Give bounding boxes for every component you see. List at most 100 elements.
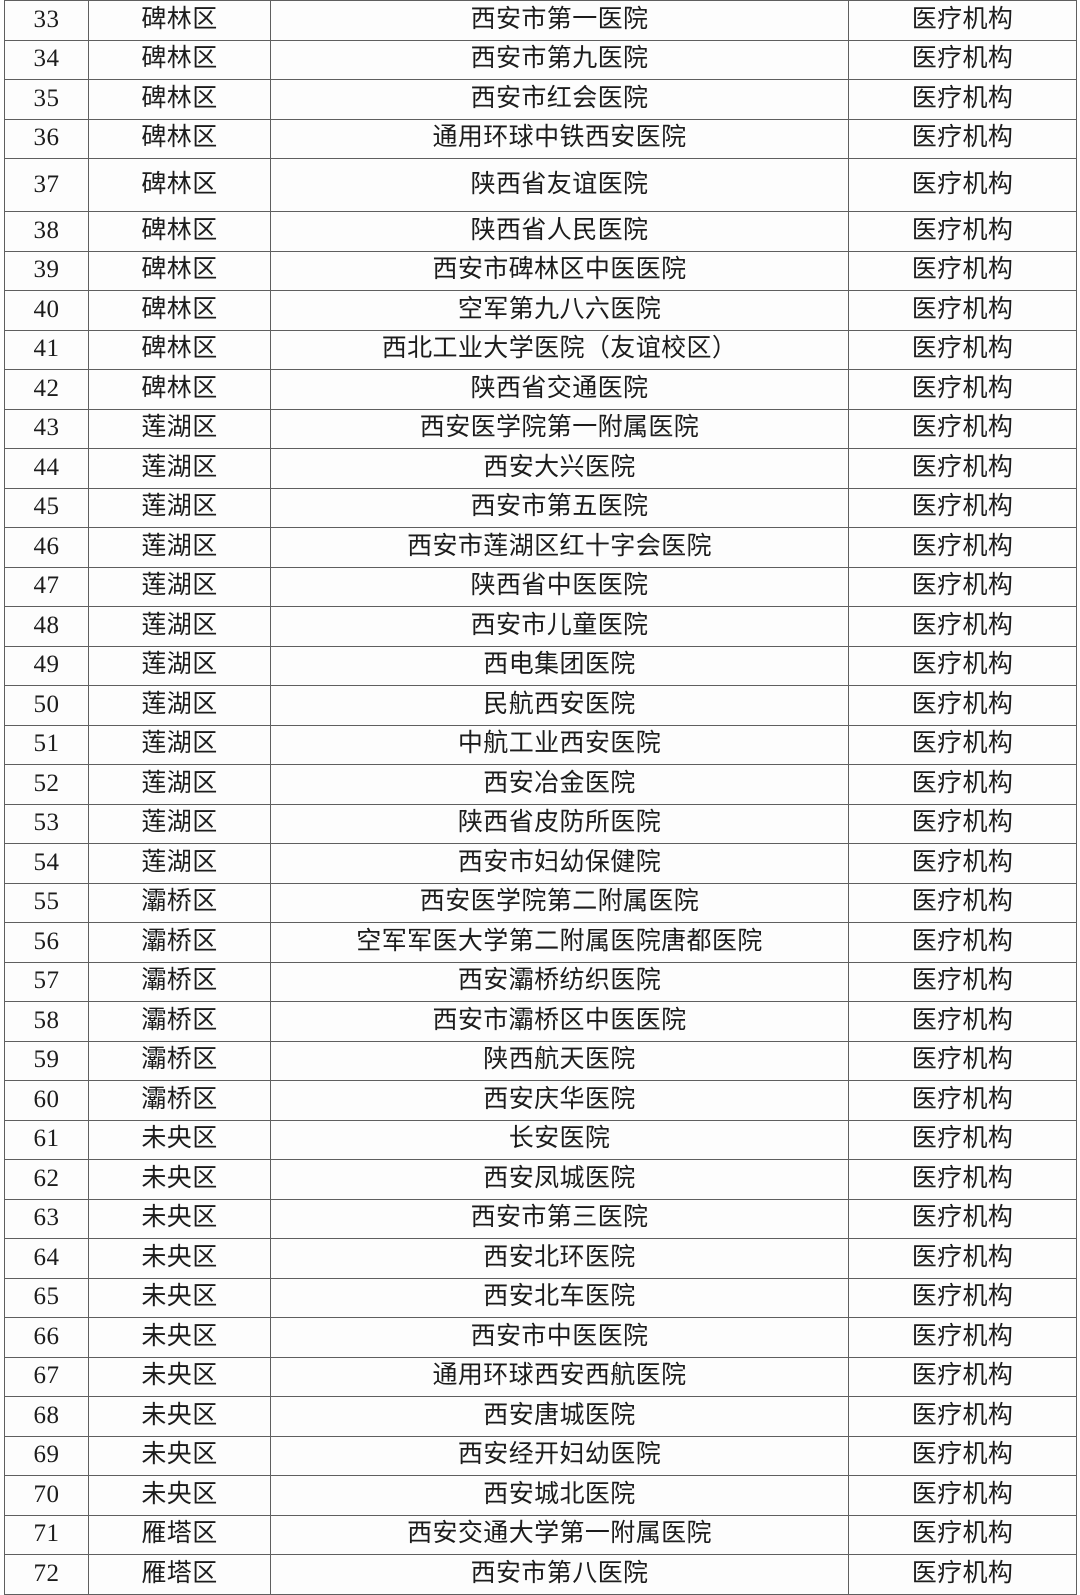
- institution-category-cell: 医疗机构: [848, 290, 1077, 331]
- table-row: 61 未央区 长安医院 医疗机构: [4, 1119, 1077, 1160]
- table-row: 47 莲湖区 陕西省中医医院 医疗机构: [4, 566, 1077, 607]
- district-cell: 未央区: [88, 1435, 271, 1476]
- institution-category-cell: 医疗机构: [848, 685, 1077, 726]
- table-body: 33 碑林区 西安市第一医院 医疗机构 34 碑林区 西安市第九医院 医疗机构 35 碑林区 西安市…: [4, 0, 1077, 1595]
- institution-name-cell: 西安唐城医院: [270, 1396, 849, 1437]
- district-cell: 未央区: [88, 1238, 271, 1279]
- district-cell: 莲湖区: [88, 843, 271, 884]
- row-index-cell: 53: [4, 803, 89, 844]
- table-row: 46 莲湖区 西安市莲湖区红十字会医院 医疗机构: [4, 527, 1077, 568]
- institution-name-cell: 陕西省交通医院: [270, 369, 849, 410]
- district-cell: 莲湖区: [88, 448, 271, 489]
- institution-name-cell: 西安灞桥纺织医院: [270, 961, 849, 1002]
- table-row: 71 雁塔区 西安交通大学第一附属医院 医疗机构: [4, 1514, 1077, 1555]
- row-index-cell: 41: [4, 329, 89, 370]
- institution-name-cell: 西安市第一医院: [270, 0, 849, 41]
- table-row: 42 碑林区 陕西省交通医院 医疗机构: [4, 369, 1077, 410]
- district-cell: 莲湖区: [88, 487, 271, 528]
- row-index-cell: 47: [4, 566, 89, 607]
- institution-category-cell: 医疗机构: [848, 1475, 1077, 1516]
- institution-category-cell: 医疗机构: [848, 1396, 1077, 1437]
- institution-name-cell: 长安医院: [270, 1119, 849, 1160]
- table-row: 39 碑林区 西安市碑林区中医医院 医疗机构: [4, 250, 1077, 291]
- institution-category-cell: 医疗机构: [848, 843, 1077, 884]
- institution-name-cell: 民航西安医院: [270, 685, 849, 726]
- institution-category-cell: 医疗机构: [848, 369, 1077, 410]
- row-index-cell: 61: [4, 1119, 89, 1160]
- institution-category-cell: 医疗机构: [848, 1554, 1077, 1595]
- district-cell: 灞桥区: [88, 882, 271, 923]
- institution-name-cell: 中航工业西安医院: [270, 724, 849, 765]
- institution-name-cell: 西安市第三医院: [270, 1198, 849, 1239]
- institution-category-cell: 医疗机构: [848, 566, 1077, 607]
- table-row: 44 莲湖区 西安大兴医院 医疗机构: [4, 448, 1077, 489]
- institution-category-cell: 医疗机构: [848, 250, 1077, 291]
- institution-name-cell: 陕西省友谊医院: [270, 158, 849, 212]
- institution-name-cell: 西安北车医院: [270, 1277, 849, 1318]
- institution-category-cell: 医疗机构: [848, 487, 1077, 528]
- district-cell: 碑林区: [88, 290, 271, 331]
- district-cell: 碑林区: [88, 118, 271, 159]
- table-row: 49 莲湖区 西电集团医院 医疗机构: [4, 645, 1077, 686]
- institution-name-cell: 西安冶金医院: [270, 764, 849, 805]
- table-row: 55 灞桥区 西安医学院第二附属医院 医疗机构: [4, 882, 1077, 923]
- row-index-cell: 57: [4, 961, 89, 1002]
- district-cell: 碑林区: [88, 250, 271, 291]
- table-row: 36 碑林区 通用环球中铁西安医院 医疗机构: [4, 118, 1077, 159]
- district-cell: 莲湖区: [88, 606, 271, 647]
- row-index-cell: 69: [4, 1435, 89, 1476]
- document-page: 33 碑林区 西安市第一医院 医疗机构 34 碑林区 西安市第九医院 医疗机构 35 碑林区 西安市…: [4, 0, 1077, 1595]
- institution-category-cell: 医疗机构: [848, 1119, 1077, 1160]
- district-cell: 碑林区: [88, 0, 271, 41]
- district-cell: 灞桥区: [88, 922, 271, 963]
- institution-name-cell: 空军军医大学第二附属医院唐都医院: [270, 922, 849, 963]
- row-index-cell: 63: [4, 1198, 89, 1239]
- row-index-cell: 48: [4, 606, 89, 647]
- institution-name-cell: 西安交通大学第一附属医院: [270, 1514, 849, 1555]
- row-index-cell: 50: [4, 685, 89, 726]
- table-row: 45 莲湖区 西安市第五医院 医疗机构: [4, 487, 1077, 528]
- row-index-cell: 35: [4, 79, 89, 120]
- row-index-cell: 71: [4, 1514, 89, 1555]
- district-cell: 灞桥区: [88, 1080, 271, 1121]
- table-row: 56 灞桥区 空军军医大学第二附属医院唐都医院 医疗机构: [4, 922, 1077, 963]
- table-row: 64 未央区 西安北环医院 医疗机构: [4, 1238, 1077, 1279]
- row-index-cell: 42: [4, 369, 89, 410]
- institution-name-cell: 西安市妇幼保健院: [270, 843, 849, 884]
- table-row: 66 未央区 西安市中医医院 医疗机构: [4, 1317, 1077, 1358]
- table-row: 65 未央区 西安北车医院 医疗机构: [4, 1277, 1077, 1318]
- table-row: 38 碑林区 陕西省人民医院 医疗机构: [4, 211, 1077, 252]
- institution-category-cell: 医疗机构: [848, 329, 1077, 370]
- table-row: 33 碑林区 西安市第一医院 医疗机构: [4, 0, 1077, 41]
- row-index-cell: 49: [4, 645, 89, 686]
- row-index-cell: 43: [4, 408, 89, 449]
- district-cell: 碑林区: [88, 79, 271, 120]
- district-cell: 雁塔区: [88, 1554, 271, 1595]
- institution-name-cell: 西安城北医院: [270, 1475, 849, 1516]
- row-index-cell: 46: [4, 527, 89, 568]
- institution-name-cell: 陕西航天医院: [270, 1040, 849, 1081]
- table-row: 63 未央区 西安市第三医院 医疗机构: [4, 1198, 1077, 1239]
- institution-category-cell: 医疗机构: [848, 724, 1077, 765]
- institution-category-cell: 医疗机构: [848, 527, 1077, 568]
- table-row: 58 灞桥区 西安市灞桥区中医医院 医疗机构: [4, 1001, 1077, 1042]
- table-row: 68 未央区 西安唐城医院 医疗机构: [4, 1396, 1077, 1437]
- institution-category-cell: 医疗机构: [848, 0, 1077, 41]
- row-index-cell: 58: [4, 1001, 89, 1042]
- district-cell: 碑林区: [88, 158, 271, 212]
- table-row: 37 碑林区 陕西省友谊医院 医疗机构: [4, 158, 1077, 212]
- district-cell: 莲湖区: [88, 803, 271, 844]
- table-row: 52 莲湖区 西安冶金医院 医疗机构: [4, 764, 1077, 805]
- row-index-cell: 67: [4, 1356, 89, 1397]
- district-cell: 莲湖区: [88, 764, 271, 805]
- institution-name-cell: 西安市第五医院: [270, 487, 849, 528]
- table-row: 34 碑林区 西安市第九医院 医疗机构: [4, 39, 1077, 80]
- institution-name-cell: 西安市儿童医院: [270, 606, 849, 647]
- row-index-cell: 70: [4, 1475, 89, 1516]
- institution-category-cell: 医疗机构: [848, 39, 1077, 80]
- table-row: 41 碑林区 西北工业大学医院（友谊校区） 医疗机构: [4, 329, 1077, 370]
- table-row: 53 莲湖区 陕西省皮防所医院 医疗机构: [4, 803, 1077, 844]
- row-index-cell: 59: [4, 1040, 89, 1081]
- district-cell: 灞桥区: [88, 1040, 271, 1081]
- institution-category-cell: 医疗机构: [848, 1040, 1077, 1081]
